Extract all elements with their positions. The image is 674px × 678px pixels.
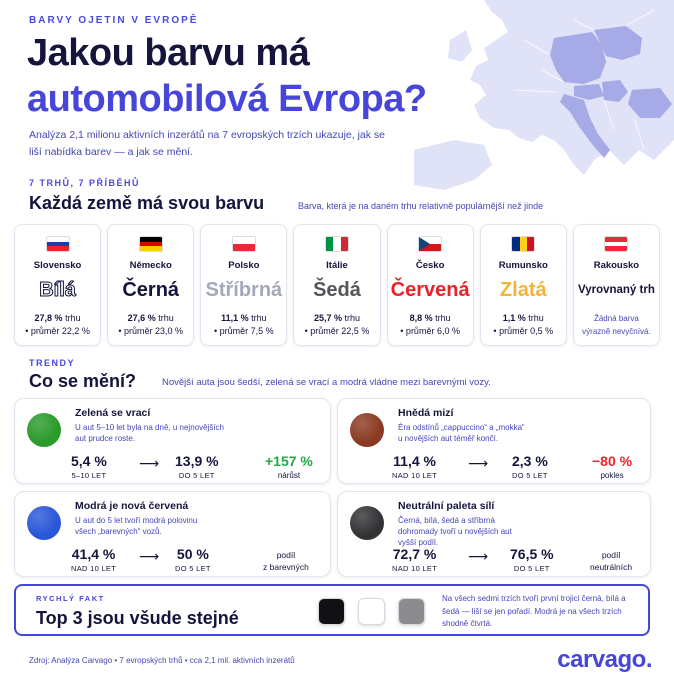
trend-result: podíl z barevných xyxy=(263,550,309,572)
country-color-name: Červená xyxy=(390,279,470,301)
trend-result: −80 % pokles xyxy=(592,453,633,480)
black-ball-icon xyxy=(350,506,384,540)
trend-to: 13,9 % DO 5 LET xyxy=(175,453,219,480)
trends-kicker: TRENDY xyxy=(29,358,76,368)
trend-desc: Éra odstínů „cappuccino“ a „mokka“ u nov… xyxy=(398,423,525,443)
trend-title: Zelená se vrací xyxy=(75,407,151,419)
trend-result: podíl neutrálních xyxy=(590,550,633,572)
trend-card-green: Zelená se vrací U aut 5–10 let byla na d… xyxy=(14,398,331,484)
country-card: Česko Červená 8,8 % trhu • průměr 6,0 % xyxy=(386,224,474,346)
trends-title: Co se mění? xyxy=(29,371,137,391)
country-color-name: Vyrovnaný trh xyxy=(577,284,655,296)
trend-card-blue: Modrá je nová červená U aut do 5 let tvo… xyxy=(14,491,331,577)
flag-icon xyxy=(604,236,629,252)
trend-desc: U aut 5–10 let byla na dně, u nejnovější… xyxy=(75,423,224,443)
trend-from: 11,4 % NAD 10 LET xyxy=(392,453,438,480)
country-share: 1,1 % trhu • průměr 0,5 % xyxy=(493,313,554,336)
page-title-line1: Jakou barvu má xyxy=(27,32,310,74)
source-note: Zdroj: Analýza Carvago • 7 evropských tr… xyxy=(29,656,295,665)
country-color-name: Černá xyxy=(122,279,180,301)
trend-to: 50 % DO 5 LET xyxy=(175,546,211,573)
trend-card-neutral: Neutrální paleta sílí Černá, bílá, šedá … xyxy=(337,491,651,577)
country-name: Česko xyxy=(415,260,445,271)
country-card: Slovensko Bílá 27,8 % trhu • průměr 22,2 % xyxy=(14,224,102,346)
countries-note: Barva, která je na daném trhu relativně … xyxy=(298,201,544,211)
quick-fact-box: RYCHLÝ FAKT Top 3 jsou všude stejné Na v… xyxy=(14,584,650,636)
country-share: Žádná barva výrazně nevyčnívá. xyxy=(582,314,651,336)
country-name: Itálie xyxy=(326,260,348,271)
brown-ball-icon xyxy=(350,413,384,447)
trend-desc: U aut do 5 let tvoří modrá polovinu všec… xyxy=(75,516,198,536)
trend-to: 76,5 % DO 5 LET xyxy=(510,546,554,573)
flag-icon xyxy=(324,236,349,252)
fact-title: Top 3 jsou všude stejné xyxy=(36,608,239,628)
country-color-name: Stříbrná xyxy=(205,279,283,301)
white-swatch xyxy=(358,598,385,625)
trend-from: 41,4 % NAD 10 LET xyxy=(71,546,117,573)
country-name: Rakousko xyxy=(593,260,640,271)
flag-icon xyxy=(418,236,443,252)
country-name: Slovensko xyxy=(33,260,82,271)
countries-kicker: 7 TRHŮ, 7 PŘÍBĚHŮ xyxy=(29,178,141,188)
country-card: Rumunsko Zlatá 1,1 % trhu • průměr 0,5 % xyxy=(479,224,567,346)
country-card: Itálie Šedá 25,7 % trhu • průměr 22,5 % xyxy=(293,224,381,346)
countries-title: Každá země má svou barvu xyxy=(29,193,265,213)
intro-text: Analýza 2,1 milionu aktivních inzerátů n… xyxy=(29,129,386,158)
europe-map xyxy=(414,0,674,200)
country-name: Německo xyxy=(129,260,172,271)
arrow-right-icon: ⟶ xyxy=(139,455,160,471)
flag-icon xyxy=(511,236,536,252)
header-kicker: BARVY OJETIN V EVROPĚ xyxy=(29,15,199,26)
country-cards: Slovensko Bílá 27,8 % trhu • průměr 22,2 % N… xyxy=(14,224,660,346)
arrow-right-icon: ⟶ xyxy=(139,548,160,564)
grey-swatch xyxy=(398,598,425,625)
trend-to: 2,3 % DO 5 LET xyxy=(512,453,548,480)
trend-title: Modrá je nová červená xyxy=(75,500,189,512)
country-card: Německo Černá 27,6 % trhu • průměr 23,0 % xyxy=(107,224,195,346)
flag-icon xyxy=(231,236,256,252)
trend-result: +157 % nárůst xyxy=(265,453,313,480)
country-card: Rakousko Vyrovnaný trh Žádná barva výrazně… xyxy=(572,224,660,346)
country-color-name: Bílá xyxy=(39,279,77,302)
page-title-line2: automobilová Evropa? xyxy=(27,78,427,120)
country-color-name: Zlatá xyxy=(499,279,547,301)
trends-note: Novější auta jsou šedší, zelená se vrací… xyxy=(162,377,491,388)
country-name: Polsko xyxy=(228,260,260,271)
carvago-logo[interactable]: carvago. xyxy=(557,646,652,673)
country-color-name: Šedá xyxy=(313,279,361,301)
blue-ball-icon xyxy=(27,506,61,540)
arrow-right-icon: ⟶ xyxy=(468,455,489,471)
country-card: Polsko Stříbrná 11,1 % trhu • průměr 7,5 % xyxy=(200,224,288,346)
trend-desc: Černá, bílá, šedá a stříbrná dohromady t… xyxy=(398,516,512,547)
flag-icon xyxy=(45,236,70,252)
trend-title: Hnědá mizí xyxy=(398,407,454,419)
green-ball-icon xyxy=(27,413,61,447)
country-share: 27,8 % trhu • průměr 22,2 % xyxy=(25,313,90,336)
country-share: 25,7 % trhu • průměr 22,5 % xyxy=(304,313,370,336)
black-swatch xyxy=(318,598,345,625)
country-name: Rumunsko xyxy=(498,260,548,271)
country-share: 27,6 % trhu • průměr 23,0 % xyxy=(118,313,184,336)
trend-from: 5,4 % 5–10 LET xyxy=(71,453,107,480)
fact-text: Na všech sedmi trzích tvoří první trojic… xyxy=(442,594,626,628)
fact-kicker: RYCHLÝ FAKT xyxy=(36,594,105,603)
trend-card-brown: Hnědá mizí Éra odstínů „cappuccino“ a „m… xyxy=(337,398,651,484)
trend-title: Neutrální paleta sílí xyxy=(398,500,495,512)
trend-from: 72,7 % NAD 10 LET xyxy=(392,546,438,573)
country-share: 11,1 % trhu • průměr 7,5 % xyxy=(214,313,274,336)
flag-icon xyxy=(138,236,163,252)
arrow-right-icon: ⟶ xyxy=(468,548,489,564)
country-share: 8,8 % trhu • průměr 6,0 % xyxy=(400,313,460,336)
